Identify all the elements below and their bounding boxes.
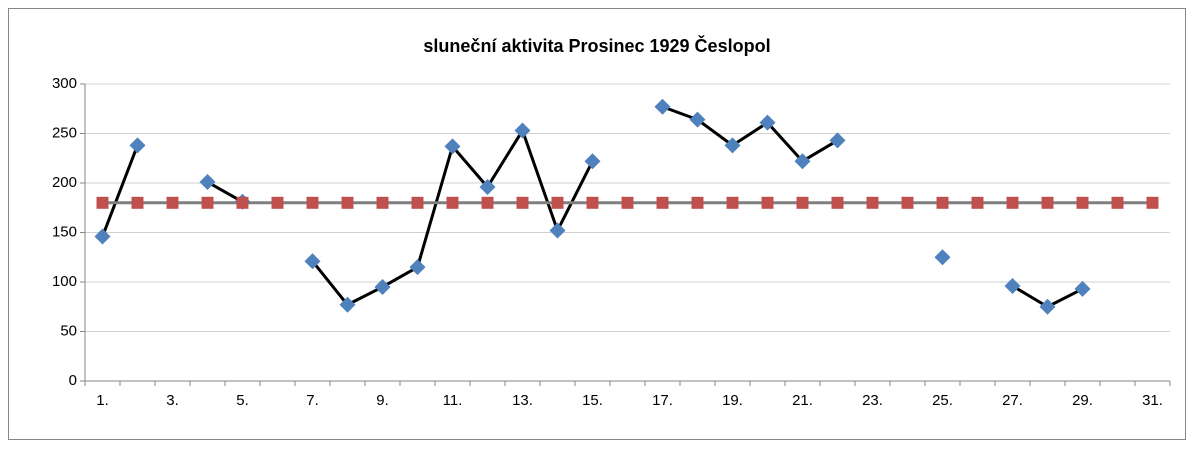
point [586,196,599,209]
point [759,114,776,131]
point [514,122,531,139]
y-tick-label: 200 [52,174,77,191]
y-tick-label: 150 [52,223,77,240]
x-tick-label: 27. [1002,392,1023,409]
x-tick-label: 19. [722,392,743,409]
point [831,196,844,209]
y-tick-label: 300 [52,75,77,92]
point [1004,277,1021,294]
y-tick-label: 250 [52,124,77,141]
x-tick-label: 9. [376,392,389,409]
point [479,178,496,195]
point [689,111,706,128]
point [1006,196,1019,209]
x-tick-label: 7. [306,392,319,409]
point [726,196,739,209]
point [1076,196,1089,209]
point [94,228,111,245]
point [199,174,216,191]
point [761,196,774,209]
x-tick-label: 1. [96,392,109,409]
point [96,196,109,209]
chart-border [8,8,1186,440]
x-tick-label: 3. [166,392,179,409]
point [866,196,879,209]
chart-title: sluneční aktivita Prosinec 1929 Česlopol [423,35,770,56]
point [516,196,529,209]
point [829,132,846,149]
x-tick-label: 15. [582,392,603,409]
x-tick-label: 23. [862,392,883,409]
x-tick-label: 31. [1142,392,1163,409]
point [1074,280,1091,297]
x-tick-label: 25. [932,392,953,409]
point [409,259,426,276]
point [411,196,424,209]
x-tick-label: 29. [1072,392,1093,409]
y-tick-label: 100 [52,273,77,290]
x-tick-label: 21. [792,392,813,409]
point [201,196,214,209]
x-tick-label: 11. [443,392,463,409]
point [1039,298,1056,315]
y-tick-label: 0 [69,372,77,389]
point [691,196,704,209]
point [549,222,566,239]
point [271,196,284,209]
point [621,196,634,209]
point [656,196,669,209]
point [936,196,949,209]
point [444,138,461,155]
x-tick-label: 17. [652,392,673,409]
point [131,196,144,209]
point [446,196,459,209]
point [374,278,391,295]
point [971,196,984,209]
point [901,196,914,209]
point [304,253,321,270]
point [654,98,671,115]
x-tick-label: 13. [512,392,533,409]
point [934,249,951,266]
point [1111,196,1124,209]
point [1146,196,1159,209]
point [584,153,601,170]
point [129,137,146,154]
point [551,196,564,209]
x-tick-label: 5. [236,392,249,409]
point [341,196,354,209]
point [1041,196,1054,209]
point [166,196,179,209]
point [236,196,249,209]
point [376,196,389,209]
point [796,196,809,209]
point [724,137,741,154]
point [306,196,319,209]
y-tick-label: 50 [60,322,77,339]
point [339,296,356,313]
point [794,153,811,170]
point [481,196,494,209]
